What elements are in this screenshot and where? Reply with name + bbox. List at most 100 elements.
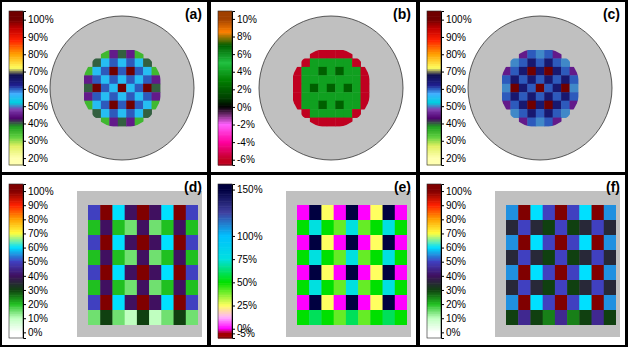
cell xyxy=(92,101,101,110)
cell xyxy=(579,235,592,250)
cell xyxy=(301,67,310,76)
cell xyxy=(174,250,187,265)
cell xyxy=(395,250,407,265)
panel-label: (c) xyxy=(603,6,620,22)
cell xyxy=(555,205,568,220)
cell xyxy=(149,280,162,295)
axis-line xyxy=(233,12,236,166)
tick-mark xyxy=(232,190,235,191)
cell xyxy=(561,58,570,67)
tick: 75% xyxy=(232,254,257,265)
cell xyxy=(553,118,562,127)
cell xyxy=(301,58,310,67)
cell xyxy=(592,250,605,265)
cell xyxy=(553,92,562,101)
cell xyxy=(321,280,334,295)
cell xyxy=(346,220,359,235)
cell xyxy=(383,265,396,280)
tick-mark xyxy=(441,123,444,124)
cell xyxy=(561,92,570,101)
cell xyxy=(174,220,187,235)
cell xyxy=(519,58,528,67)
cell xyxy=(553,75,562,84)
cell xyxy=(293,84,302,93)
cell xyxy=(352,101,361,110)
tick-label: 50% xyxy=(446,101,466,112)
cell xyxy=(321,265,334,280)
cell xyxy=(126,58,135,67)
cell xyxy=(84,75,93,84)
tick: 25% xyxy=(232,300,257,311)
tick-mark xyxy=(23,248,26,249)
panel-background xyxy=(420,2,625,172)
axis-line xyxy=(24,185,27,339)
image-background xyxy=(77,191,202,337)
cell xyxy=(335,118,344,127)
cell xyxy=(561,67,570,76)
tick-mark xyxy=(23,106,26,107)
cell xyxy=(186,250,198,265)
cell xyxy=(309,205,322,220)
cell xyxy=(126,75,135,84)
cell xyxy=(327,84,336,93)
cell xyxy=(530,220,543,235)
cell xyxy=(555,310,568,325)
cell xyxy=(555,295,568,310)
tick: 10% xyxy=(441,313,466,324)
cell xyxy=(370,280,383,295)
cell xyxy=(344,101,353,110)
cell xyxy=(370,220,383,235)
cell xyxy=(543,205,556,220)
cell xyxy=(536,109,545,118)
tick: 0% xyxy=(232,102,252,113)
tick-label: 20% xyxy=(446,153,466,164)
cell xyxy=(604,295,616,310)
cell xyxy=(519,75,528,84)
colorbar xyxy=(218,11,232,166)
colorbar-frame xyxy=(9,11,23,165)
cell xyxy=(125,205,138,220)
tick: 70% xyxy=(23,66,48,77)
tick-mark xyxy=(23,205,26,206)
cell xyxy=(112,280,125,295)
cell xyxy=(88,235,101,250)
cell xyxy=(335,101,344,110)
cell xyxy=(543,220,556,235)
cell xyxy=(161,265,174,280)
cell xyxy=(92,84,101,93)
cell xyxy=(527,84,536,93)
cell xyxy=(561,101,570,110)
tick-label: 150% xyxy=(237,184,263,195)
cell xyxy=(358,265,371,280)
cell xyxy=(118,50,127,59)
cell xyxy=(88,280,101,295)
cell xyxy=(101,84,110,93)
cell xyxy=(570,67,579,76)
cell xyxy=(149,220,162,235)
cell xyxy=(604,265,616,280)
cell xyxy=(510,109,519,118)
cell xyxy=(100,220,113,235)
tick-mark xyxy=(23,290,26,291)
tick-label: 50% xyxy=(28,256,48,267)
tick: 6% xyxy=(232,49,252,60)
colorbar xyxy=(427,184,441,339)
cell xyxy=(561,109,570,118)
cell xyxy=(335,84,344,93)
tick-mark xyxy=(23,54,26,55)
cell xyxy=(125,250,138,265)
axis-line xyxy=(233,185,236,339)
cell xyxy=(126,118,135,127)
cell xyxy=(536,84,545,93)
cell xyxy=(358,280,371,295)
cell xyxy=(318,101,327,110)
panel: 0%10%20%30%40%50%60%70%80%90%100%(d) xyxy=(2,175,207,345)
tick-label: 50% xyxy=(446,256,466,267)
cell xyxy=(346,295,359,310)
cell xyxy=(101,118,110,127)
colorbar xyxy=(9,11,23,166)
cell xyxy=(536,58,545,67)
cell xyxy=(567,250,580,265)
cell xyxy=(118,67,127,76)
tick-label: 20% xyxy=(28,299,48,310)
